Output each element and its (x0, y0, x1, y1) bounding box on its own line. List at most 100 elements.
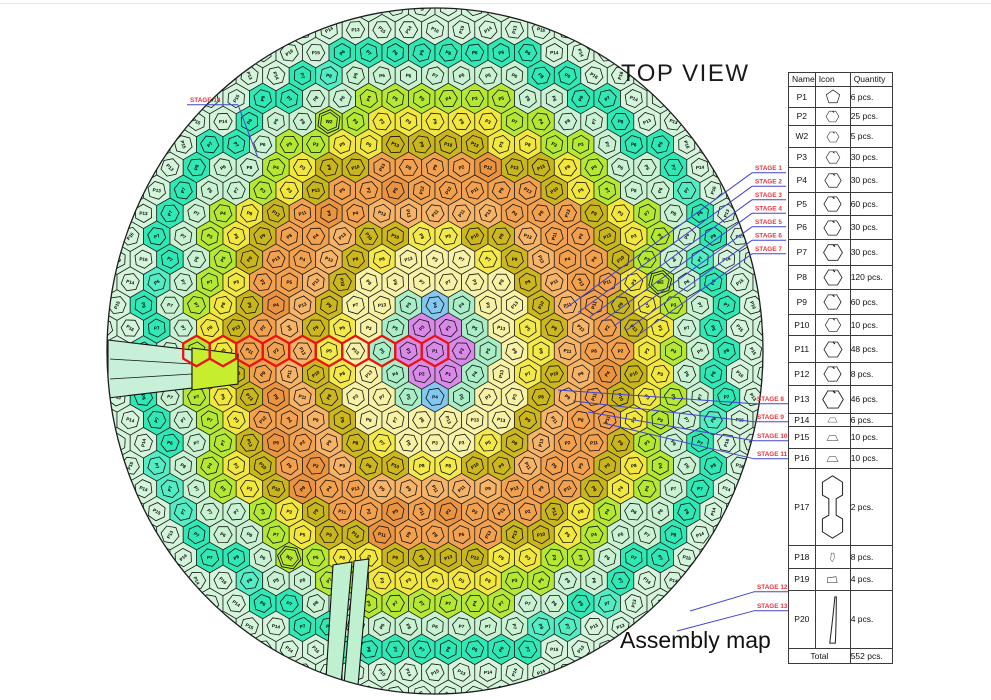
hex-piece-label: P8 (405, 164, 413, 171)
hex-piece-label: P13 (390, 141, 400, 149)
hex-piece-label: P8 (312, 95, 320, 103)
hex-piece-label: P13 (232, 324, 242, 332)
hex-piece-label: P2 (419, 371, 425, 376)
hex-piece-label: P7 (193, 210, 201, 217)
hex-piece-label: P7 (696, 439, 704, 446)
hex-piece-label: P9 (246, 255, 254, 263)
hex-piece-label: P5 (220, 255, 227, 263)
hex-piece-label: P7 (511, 118, 519, 125)
hex-piece-label: P7 (193, 485, 200, 493)
disc-outline (106, 7, 764, 695)
hex-piece-label: P8 (286, 232, 294, 240)
assembly-map-caption: Assembly map (620, 627, 771, 653)
hex-piece: P4 (288, 243, 317, 275)
hex-piece-label: P2 (312, 463, 319, 469)
hex-piece-label: P5 (432, 118, 438, 125)
hex-piece-label: P13 (165, 163, 175, 173)
hex-piece-label: P7 (206, 140, 214, 148)
hex-piece-label: P9 (312, 508, 320, 516)
hex-piece: P8 (514, 128, 542, 161)
hex-piece-label: P3 (352, 118, 360, 126)
hex-piece-label: P3 (233, 279, 240, 285)
hex-piece-label: P7 (325, 576, 333, 584)
hex-piece-label: P16 (710, 185, 717, 195)
hex-piece-label: P7 (418, 278, 426, 286)
hex-piece-label: P7 (524, 646, 531, 653)
hex-piece-label: P4 (325, 485, 333, 493)
hex-piece-label: P13 (99, 416, 109, 424)
hex-piece-label: P14 (179, 553, 189, 562)
part-quantity: 6 pcs. (849, 413, 893, 427)
hex-piece-label: P15 (430, 668, 440, 676)
stage-label: STAGE 1 (755, 165, 782, 172)
hex-piece-label: P8 (206, 324, 214, 332)
hex-piece-label: P9 (286, 324, 293, 332)
hex-piece-label: P13 (152, 187, 161, 193)
hex-piece-label: P7 (445, 601, 451, 606)
hex-piece-label: P11 (590, 392, 597, 402)
hex-piece-label: P7 (179, 233, 187, 241)
parts-table-header-row: Name Icon Quantity (788, 72, 893, 87)
table-row: P12 8 pcs. (788, 362, 893, 386)
hex-piece-label: P16 (218, 576, 228, 586)
hex-piece-label: P9 (259, 232, 267, 240)
hex-piece-label: P5 (392, 325, 400, 332)
hex-piece-label: W2 (285, 554, 294, 562)
hex-piece-label: P8 (431, 531, 439, 539)
hex-piece-label: P4 (604, 508, 611, 516)
hex-piece-label: P11 (378, 531, 387, 538)
hex-piece-label: P9 (325, 439, 332, 447)
hex-piece: P1 (434, 312, 462, 344)
hex-piece-label: P8 (670, 210, 678, 217)
hex-piece-label: P3 (657, 325, 664, 332)
col-header-quantity: Quantity (849, 72, 893, 87)
hex-piece-label: P8 (577, 508, 584, 515)
hex-piece-label: W2 (325, 119, 333, 124)
hex-piece-label: P11 (523, 461, 532, 471)
hex-piece-label: P7 (643, 256, 651, 263)
hex-piece-label: P13 (351, 27, 360, 32)
hex-piece-label: P7 (167, 209, 174, 216)
part-name: P14 (788, 413, 816, 427)
part-name: P19 (788, 568, 816, 591)
hex-piece-label: P15 (749, 346, 758, 356)
stage-callout: STAGE 14 (187, 97, 259, 159)
hex-piece-label: P7 (604, 95, 612, 103)
hex-piece-label: P14 (511, 667, 519, 677)
hex-piece-label: P13 (218, 622, 228, 631)
hex-piece-label: P14 (231, 599, 241, 608)
part-quantity: 2 pcs. (849, 468, 893, 546)
hex-piece-label: P13 (324, 255, 334, 263)
hex-piece-label: P14 (271, 623, 280, 630)
hex-piece-label: P8 (498, 232, 505, 240)
hex-piece: P13 (487, 312, 515, 344)
hex-piece-label: P13 (364, 369, 373, 379)
hex-piece-label: P5 (286, 141, 294, 148)
hex-piece-label: P7 (498, 599, 506, 607)
hex-piece-label: P10 (629, 370, 639, 378)
col-header-icon: Icon (814, 72, 851, 87)
hex-piece-label: P13 (497, 325, 507, 332)
hex-piece-label: P8 (220, 301, 227, 308)
hex-piece-label: P3 (671, 303, 677, 308)
hex-piece-label: P6 (657, 508, 665, 516)
hex-piece-label: P3 (259, 508, 266, 515)
hex-piece-label: P7 (643, 531, 651, 539)
hex-piece-label: P15 (232, 93, 241, 103)
hex-piece-label: P5 (445, 233, 452, 239)
hex-piece-label: P5 (220, 394, 226, 401)
hex-piece-label: P14 (192, 576, 200, 586)
hex-piece: P14 (633, 564, 661, 597)
hex-piece: P15 (368, 656, 396, 689)
hex-piece-label: P5 (405, 301, 412, 309)
hex-piece-label: P9 (259, 370, 267, 378)
hex-piece: P6 (328, 82, 356, 115)
hex-piece-label: P5 (432, 577, 439, 584)
hex-piece-label: P13 (538, 438, 545, 448)
hex-piece-label: P2 (578, 232, 585, 239)
hex-piece-label: P7 (166, 256, 174, 264)
hex-piece-label: P4 (273, 302, 280, 308)
hex-piece-label: P8 (299, 577, 306, 584)
trapezoid-icon (814, 426, 851, 449)
hex-piece: P11 (447, 197, 476, 230)
